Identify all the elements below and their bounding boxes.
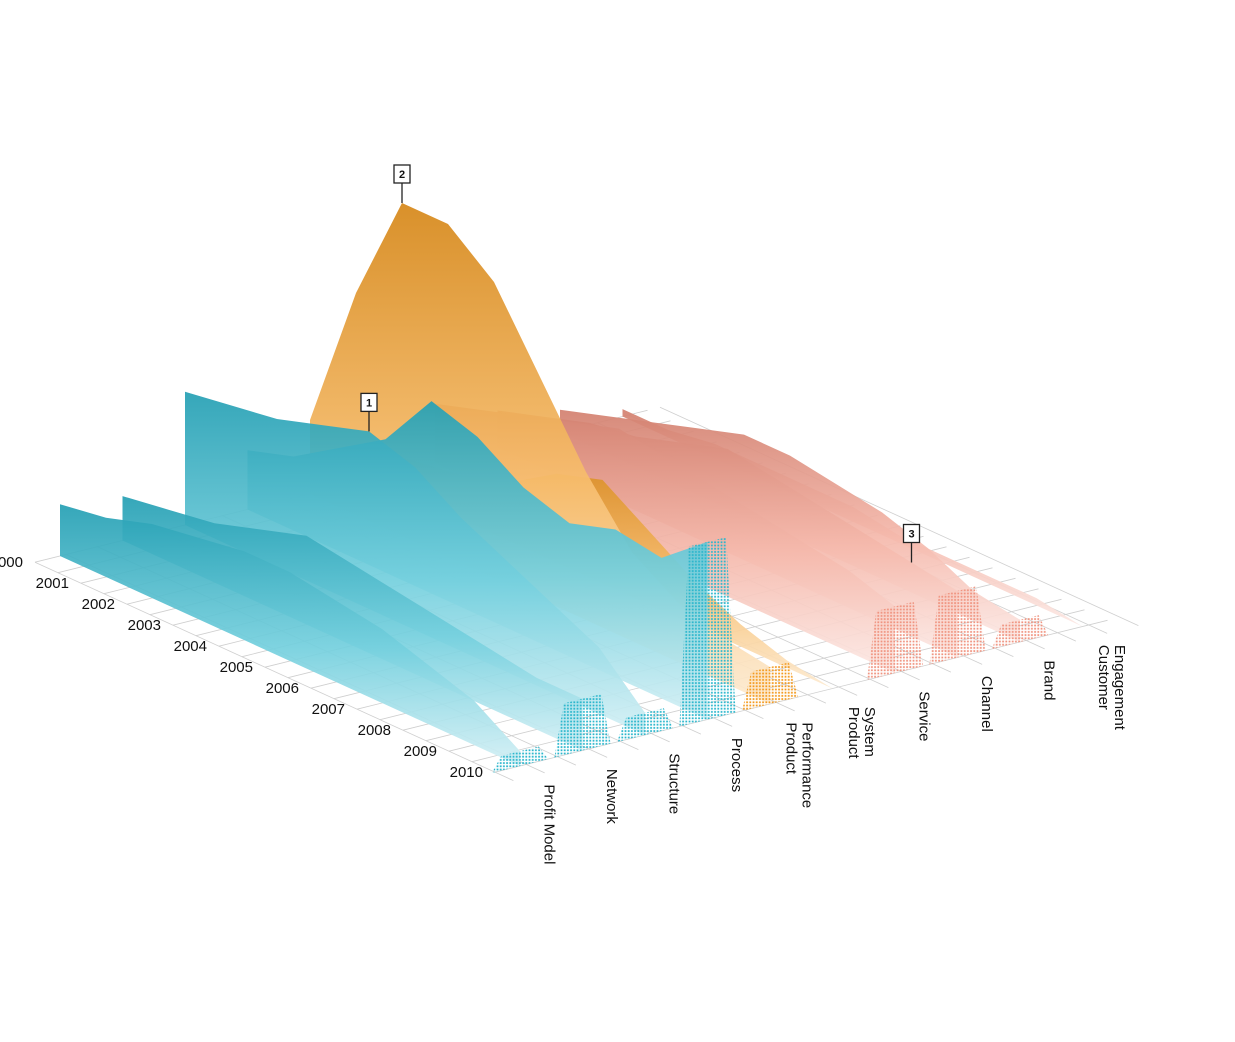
ridge-front-face-3	[679, 537, 736, 727]
category-label-6: Service	[915, 691, 932, 741]
category-label-9: Customer Engagement	[1095, 645, 1128, 731]
category-label-7: Channel	[978, 676, 995, 732]
ridge-front-face-2	[616, 708, 674, 742]
annotation-callouts: 1 2 3	[360, 164, 921, 563]
category-label-line: Network	[603, 769, 620, 825]
category-label-line: Product	[845, 707, 862, 760]
year-tick-label: 2000	[0, 554, 23, 571]
ridge-front-face-4	[741, 662, 799, 711]
category-label-line: System	[861, 707, 878, 757]
year-tick-label: 2006	[266, 680, 299, 697]
ridge-front-face-8	[991, 615, 1049, 649]
category-label-line: Performance	[798, 722, 815, 808]
callout-number: 1	[366, 397, 372, 409]
callout-box	[902, 523, 921, 544]
category-label-2: Structure	[665, 753, 682, 814]
year-tick-label: 2003	[128, 617, 161, 634]
callout-number: 3	[908, 529, 914, 541]
category-label-0: Profit Model	[540, 784, 557, 864]
category-label-line: Channel	[978, 676, 995, 732]
category-label-line: Service	[915, 691, 932, 741]
category-label-3: Process	[728, 738, 745, 792]
grid-line-category	[34, 561, 514, 781]
ridge-series-0	[60, 504, 520, 766]
callout-number: 2	[399, 169, 405, 181]
year-axis-ticks: 2000 2001 2002 2003 2004 2005 2006 2007 2008 2009…	[0, 554, 483, 781]
year-tick-label: 2009	[404, 743, 437, 760]
ridge-series-layer	[60, 203, 1083, 773]
category-label-1: Network	[603, 769, 620, 825]
category-label-8: Brand	[1040, 660, 1057, 700]
category-label-line: Engagement	[1111, 645, 1128, 731]
callout-box	[393, 164, 411, 184]
year-tick-label: 2007	[312, 701, 345, 718]
category-label-line: Profit Model	[540, 784, 557, 864]
year-tick-label: 2004	[174, 638, 207, 655]
ridge-front-face-0	[491, 746, 549, 773]
ridge-front-face-6	[866, 601, 924, 680]
category-label-line: Brand	[1040, 660, 1057, 700]
ridge-series-2	[185, 391, 645, 735]
year-tick-label: 2001	[36, 575, 69, 592]
category-label-5: Product System	[845, 707, 878, 760]
year-tick-label: 2008	[358, 722, 391, 739]
ridge-front-face-1	[554, 694, 611, 758]
year-tick-label: 2010	[450, 764, 483, 781]
year-tick-label: 2002	[82, 596, 115, 613]
category-axis-labels: Profit Model Network Structure Process Produ…	[540, 645, 1128, 865]
category-label-line: Product	[782, 722, 799, 775]
category-label-line: Customer	[1095, 645, 1112, 710]
category-label-line: Structure	[665, 753, 682, 814]
category-label-4: Product Performance	[782, 722, 815, 808]
year-tick-label: 2005	[220, 659, 253, 676]
ridge-front-face-7	[929, 586, 986, 665]
callout-box	[360, 392, 378, 413]
category-label-line: Process	[728, 738, 745, 792]
